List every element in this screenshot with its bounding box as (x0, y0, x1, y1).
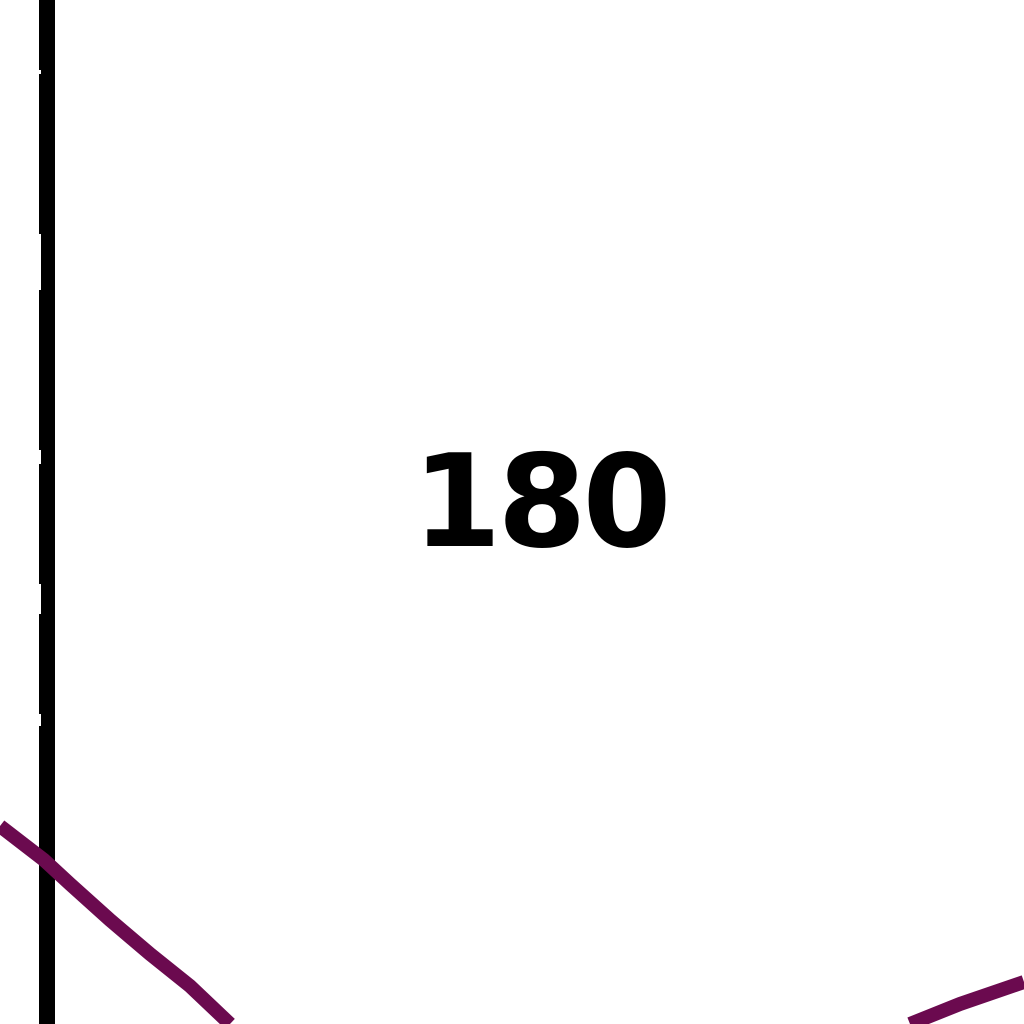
vertical-boundary-line (39, 0, 55, 1024)
route-line-left (0, 820, 235, 1024)
map-number-label: 180 (412, 428, 667, 577)
route-line-right (907, 975, 1024, 1024)
